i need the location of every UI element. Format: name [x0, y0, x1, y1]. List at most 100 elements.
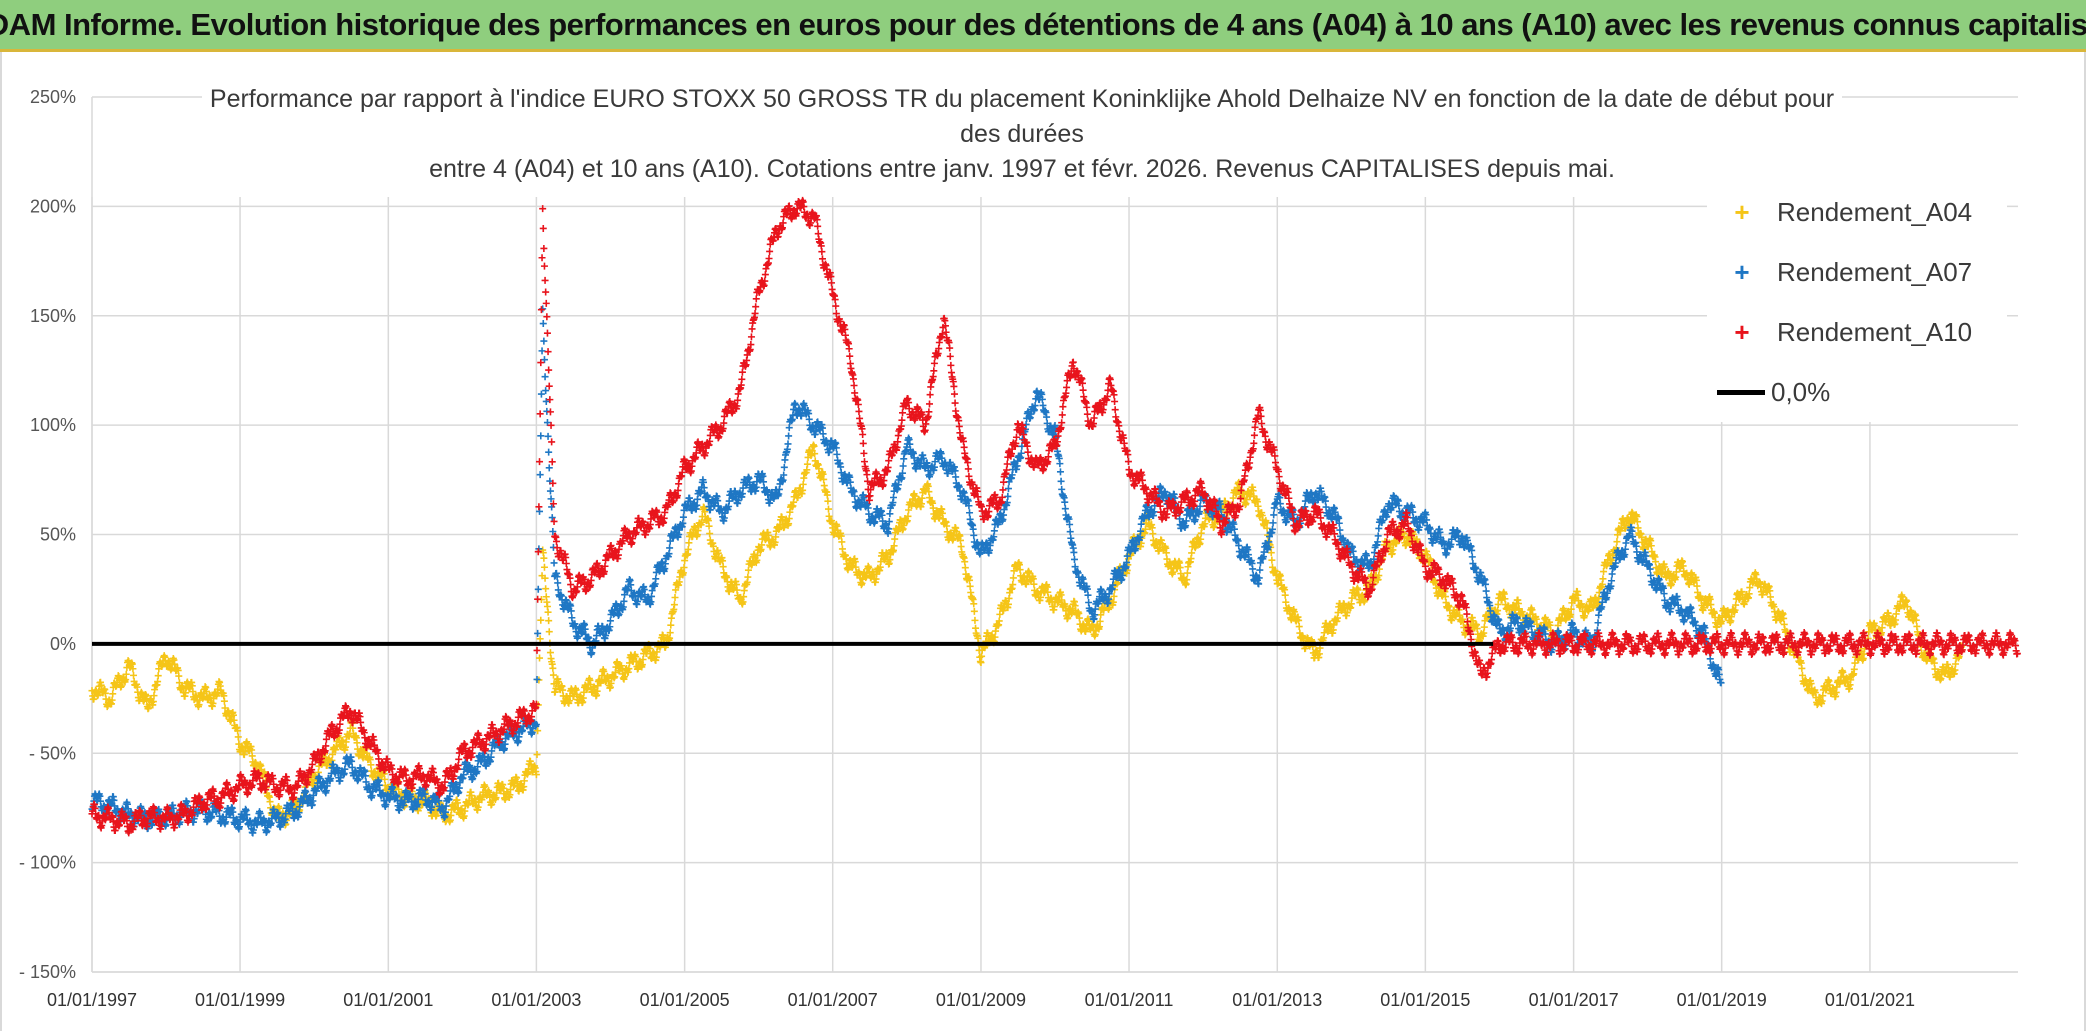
data-point: [1613, 538, 1621, 546]
data-point: [1004, 485, 1012, 493]
data-point: [977, 659, 985, 667]
data-point: [671, 593, 679, 601]
data-point: [541, 373, 549, 381]
data-point: [1183, 569, 1191, 577]
x-tick-label: 01/01/2007: [788, 990, 878, 1010]
data-point: [234, 727, 242, 735]
data-point: [554, 579, 562, 587]
data-point: [744, 573, 752, 581]
data-point: [1004, 492, 1012, 500]
data-point: [705, 522, 713, 530]
data-point: [666, 629, 674, 637]
x-tick-label: 01/01/2021: [1825, 990, 1915, 1010]
y-tick-label: 100%: [30, 415, 76, 435]
data-point: [234, 733, 242, 741]
data-point: [1057, 477, 1065, 485]
data-point: [970, 607, 978, 615]
data-point: [533, 751, 541, 759]
y-tick-label: 250%: [30, 87, 76, 107]
x-tick-label: 01/01/1999: [195, 990, 285, 1010]
data-point: [1070, 548, 1078, 556]
data-point: [784, 440, 792, 448]
data-point: [534, 727, 542, 735]
series-rendement-a07: [88, 305, 1725, 837]
data-point: [108, 696, 116, 704]
data-point: [639, 656, 647, 664]
data-point: [1268, 556, 1276, 564]
data-point: [550, 559, 558, 567]
y-tick-label: - 50%: [29, 743, 76, 763]
data-point: [1798, 664, 1806, 672]
x-tick-label: 01/01/2001: [343, 990, 433, 1010]
data-point: [1281, 591, 1289, 599]
x-tick-label: 01/01/1997: [47, 990, 137, 1010]
y-tick-label: 150%: [30, 306, 76, 326]
x-tick-label: 01/01/2003: [491, 990, 581, 1010]
data-point: [154, 672, 162, 680]
data-point: [130, 671, 138, 679]
data-point: [545, 617, 553, 625]
data-point: [1599, 575, 1607, 583]
data-point: [248, 752, 256, 760]
data-point: [606, 617, 614, 625]
data-point: [538, 347, 546, 355]
data-point: [679, 513, 687, 521]
data-point: [1061, 505, 1069, 513]
data-point: [175, 672, 183, 680]
data-point: [129, 665, 137, 673]
y-tick-label: 0%: [50, 634, 76, 654]
data-point: [109, 690, 117, 698]
data-point: [549, 671, 557, 679]
data-point: [685, 539, 693, 547]
x-tick-label: 01/01/2011: [1085, 990, 1174, 1010]
data-point: [536, 471, 544, 479]
data-point: [666, 544, 674, 552]
data-point: [532, 771, 540, 779]
y-tick-label: 200%: [30, 196, 76, 216]
data-point: [540, 337, 548, 345]
data-point: [537, 616, 545, 624]
data-point: [537, 390, 545, 398]
data-point: [1149, 530, 1157, 538]
x-tick-label: 01/01/2017: [1529, 990, 1619, 1010]
data-point: [785, 432, 793, 440]
data-point: [961, 564, 969, 572]
data-point: [966, 582, 974, 590]
data-point: [542, 585, 550, 593]
chart-area: - 150% - 100% - 50% 0% 50% 100% 150% 200% 250% 01…: [0, 52, 2086, 1031]
data-point: [154, 678, 162, 686]
data-point: [670, 601, 678, 609]
data-point: [803, 460, 811, 468]
data-point: [549, 664, 557, 672]
data-point: [966, 509, 974, 517]
data-point: [266, 798, 274, 806]
data-point: [1188, 549, 1196, 557]
data-point: [536, 635, 544, 643]
data-point: [539, 320, 547, 328]
data-point: [536, 654, 544, 662]
data-point: [706, 530, 714, 538]
data-point: [540, 554, 548, 562]
data-point: [149, 698, 157, 706]
data-point: [680, 563, 688, 571]
data-point: [824, 497, 832, 505]
data-point: [544, 432, 552, 440]
y-tick-label: - 100%: [19, 853, 76, 873]
data-point: [545, 628, 553, 636]
data-point: [353, 739, 361, 747]
x-tick-label: 01/01/2009: [936, 990, 1026, 1010]
data-point: [367, 761, 375, 769]
data-point: [122, 670, 130, 678]
x-tick-label: 01/01/2005: [640, 990, 730, 1010]
x-tick-label: 01/01/2015: [1380, 990, 1470, 1010]
data-point: [537, 432, 545, 440]
data-point: [546, 649, 554, 657]
chart-svg: - 150%- 100%- 50%0%50%100%150%200%250%01…: [19, 87, 2021, 1010]
data-point: [542, 387, 550, 395]
data-point: [545, 448, 553, 456]
data-point: [1056, 460, 1064, 468]
x-tick-label: 01/01/2013: [1232, 990, 1322, 1010]
data-point: [652, 575, 660, 583]
data-point: [1009, 574, 1017, 582]
data-point: [544, 608, 552, 616]
